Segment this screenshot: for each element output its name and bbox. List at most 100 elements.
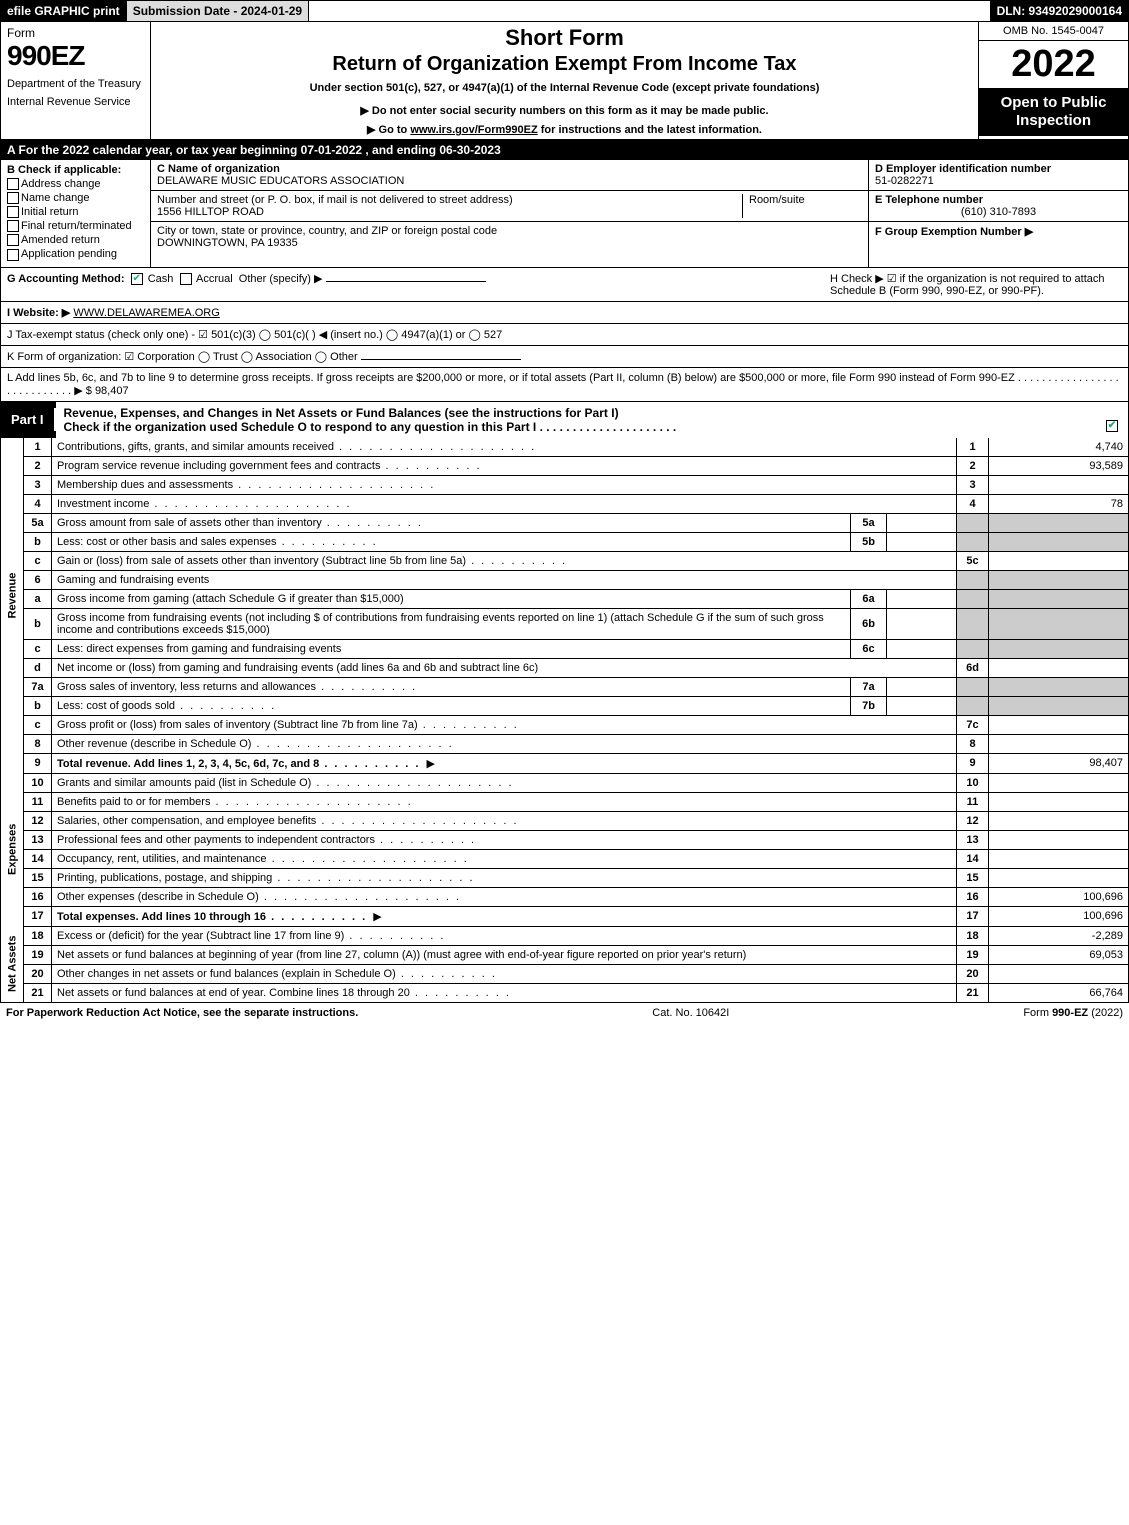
side-revenue: Revenue — [1, 438, 24, 754]
val-17: 100,696 — [989, 906, 1129, 926]
part1-lines: Revenue 1 Contributions, gifts, grants, … — [0, 438, 1129, 1003]
line-11: 11 Benefits paid to or for members 11 — [1, 792, 1129, 811]
tax-year: 2022 — [979, 41, 1128, 88]
part1-tab: Part I — [1, 408, 56, 431]
line-21: 21 Net assets or fund balances at end of… — [1, 983, 1129, 1002]
check-amended-return[interactable]: Amended return — [7, 234, 144, 246]
check-cash[interactable] — [131, 273, 143, 285]
line-5c: c Gain or (loss) from sale of assets oth… — [1, 551, 1129, 570]
form-title-block: Short Form Return of Organization Exempt… — [151, 22, 978, 139]
k-other-blank[interactable] — [361, 359, 521, 360]
section-b-label: B Check if applicable: — [7, 164, 144, 176]
line-17: 17 Total expenses. Add lines 10 through … — [1, 906, 1129, 926]
line-5a: 5a Gross amount from sale of assets othe… — [1, 513, 1129, 532]
sections-def: D Employer identification number 51-0282… — [868, 160, 1128, 267]
form-number: 990EZ — [7, 40, 144, 72]
check-application-pending[interactable]: Application pending — [7, 248, 144, 260]
subval-5b — [887, 532, 957, 551]
form-word: Form — [7, 26, 144, 40]
footer-center: Cat. No. 10642I — [652, 1007, 729, 1019]
org-name: DELAWARE MUSIC EDUCATORS ASSOCIATION — [157, 175, 862, 187]
val-6d — [989, 658, 1129, 677]
e-label: E Telephone number — [875, 194, 1122, 206]
part1-header: Part I Revenue, Expenses, and Changes in… — [0, 402, 1129, 438]
check-name-change[interactable]: Name change — [7, 192, 144, 204]
submission-date: Submission Date - 2024-01-29 — [127, 1, 309, 21]
footer-left: For Paperwork Reduction Act Notice, see … — [6, 1007, 358, 1019]
section-i: I Website: ▶ WWW.DELAWAREMEA.ORG — [0, 302, 1129, 324]
form-header: Form 990EZ Department of the Treasury In… — [0, 22, 1129, 140]
line-15: 15 Printing, publications, postage, and … — [1, 868, 1129, 887]
part1-title: Revenue, Expenses, and Changes in Net As… — [56, 402, 1128, 438]
efile-graphic-print[interactable]: efile GRAPHIC print — [1, 1, 127, 21]
h-text: H Check ▶ ☑ if the organization is not r… — [822, 272, 1122, 297]
sections-bcdef: B Check if applicable: Address change Na… — [0, 160, 1129, 268]
header-right: OMB No. 1545-0047 2022 Open to Public In… — [978, 22, 1128, 139]
part1-title-bold: Revenue, Expenses, and Changes in Net As… — [64, 406, 442, 420]
department: Department of the Treasury — [7, 78, 144, 90]
topbar-spacer — [309, 1, 990, 21]
line-16: 16 Other expenses (describe in Schedule … — [1, 887, 1129, 906]
line-5b: b Less: cost or other basis and sales ex… — [1, 532, 1129, 551]
val-9: 98,407 — [989, 753, 1129, 773]
check-final-return[interactable]: Final return/terminated — [7, 220, 144, 232]
val-10 — [989, 773, 1129, 792]
section-a-taxyear: A For the 2022 calendar year, or tax yea… — [0, 140, 1129, 160]
line-18: Net Assets 18 Excess or (deficit) for th… — [1, 926, 1129, 945]
line-6b: b Gross income from fundraising events (… — [1, 608, 1129, 639]
c-name-label: C Name of organization — [157, 163, 856, 175]
c-city-label: City or town, state or province, country… — [157, 225, 862, 237]
val-4: 78 — [989, 494, 1129, 513]
goto-prefix: ▶ Go to — [367, 124, 410, 136]
line-1: Revenue 1 Contributions, gifts, grants, … — [1, 438, 1129, 457]
line-20: 20 Other changes in net assets or fund b… — [1, 964, 1129, 983]
g-other: Other (specify) ▶ — [239, 273, 323, 285]
val-21: 66,764 — [989, 983, 1129, 1002]
l-text: L Add lines 5b, 6c, and 7b to line 9 to … — [7, 372, 1119, 397]
val-13 — [989, 830, 1129, 849]
line-7a: 7a Gross sales of inventory, less return… — [1, 677, 1129, 696]
line-6c: c Less: direct expenses from gaming and … — [1, 639, 1129, 658]
line-14: 14 Occupancy, rent, utilities, and maint… — [1, 849, 1129, 868]
subval-7a — [887, 677, 957, 696]
line-2: 2 Program service revenue including gove… — [1, 456, 1129, 475]
check-address-change[interactable]: Address change — [7, 178, 144, 190]
website-value[interactable]: WWW.DELAWAREMEA.ORG — [73, 307, 219, 319]
goto-link[interactable]: www.irs.gov/Form990EZ — [410, 124, 537, 136]
g-accrual: Accrual — [196, 273, 233, 285]
org-city: DOWNINGTOWN, PA 19335 — [157, 237, 862, 249]
section-j: J Tax-exempt status (check only one) - ☑… — [0, 324, 1129, 346]
val-3 — [989, 475, 1129, 494]
irs-label: Internal Revenue Service — [7, 96, 144, 108]
do-not-enter: ▶ Do not enter social security numbers o… — [159, 104, 970, 117]
section-c: C Name of organization DELAWARE MUSIC ED… — [151, 160, 868, 267]
goto-suffix: for instructions and the latest informat… — [541, 124, 762, 136]
telephone-value: (610) 310-7893 — [875, 206, 1122, 218]
line-3: 3 Membership dues and assessments 3 — [1, 475, 1129, 494]
ein-value: 51-0282271 — [875, 175, 1122, 187]
val-7c — [989, 715, 1129, 734]
open-to-public: Open to Public Inspection — [979, 88, 1128, 136]
line-7b: b Less: cost of goods sold 7b — [1, 696, 1129, 715]
k-text: K Form of organization: ☑ Corporation ◯ … — [7, 351, 358, 363]
line-8: 8 Other revenue (describe in Schedule O)… — [1, 734, 1129, 753]
short-form-title: Short Form — [159, 25, 970, 51]
form-identifier: Form 990EZ Department of the Treasury In… — [1, 22, 151, 139]
part1-check[interactable] — [1106, 420, 1118, 432]
line-19: 19 Net assets or fund balances at beginn… — [1, 945, 1129, 964]
line-4: 4 Investment income 4 78 — [1, 494, 1129, 513]
room-suite-label: Room/suite — [742, 194, 862, 218]
return-title: Return of Organization Exempt From Incom… — [159, 53, 970, 76]
line-10: Expenses 10 Grants and similar amounts p… — [1, 773, 1129, 792]
goto-line: ▶ Go to www.irs.gov/Form990EZ for instru… — [159, 123, 970, 136]
side-netassets: Net Assets — [1, 926, 24, 1002]
c-street-label: Number and street (or P. O. box, if mail… — [157, 194, 513, 206]
check-initial-return[interactable]: Initial return — [7, 206, 144, 218]
topbar: efile GRAPHIC print Submission Date - 20… — [0, 0, 1129, 22]
val-19: 69,053 — [989, 945, 1129, 964]
g-other-blank[interactable] — [326, 281, 486, 282]
part1-check-line: Check if the organization used Schedule … — [64, 420, 677, 434]
check-accrual[interactable] — [180, 273, 192, 285]
omb-number: OMB No. 1545-0047 — [979, 22, 1128, 41]
subval-7b — [887, 696, 957, 715]
